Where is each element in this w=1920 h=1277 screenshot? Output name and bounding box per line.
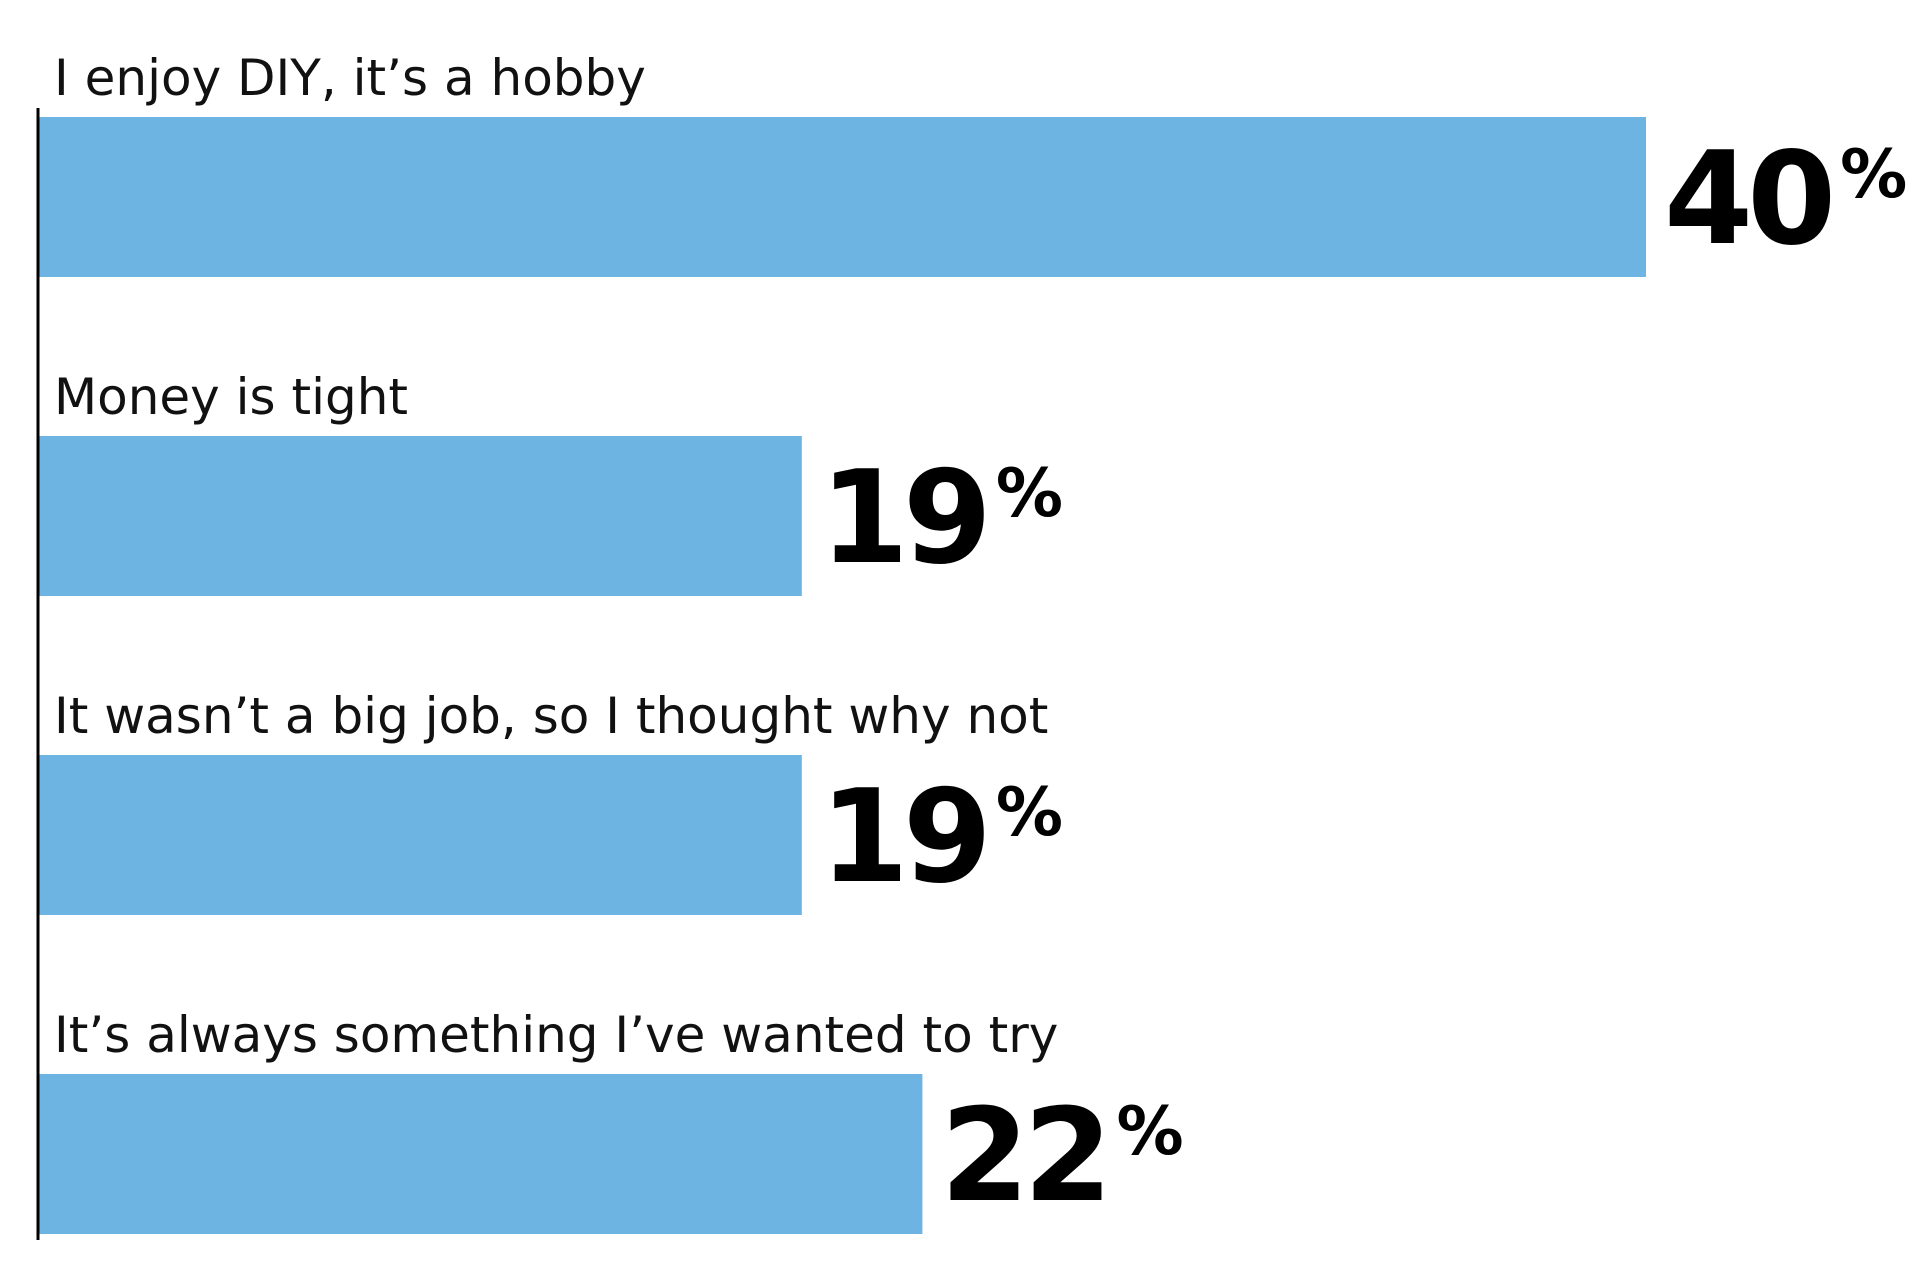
value-number: 22 bbox=[940, 1082, 1106, 1231]
value-percent-sign: % bbox=[1117, 1092, 1184, 1170]
category-label: It wasn’t a big job, so I thought why no… bbox=[54, 687, 1048, 745]
bar bbox=[38, 755, 802, 915]
value-percent-sign: % bbox=[996, 773, 1063, 851]
category-label: I enjoy DIY, it’s a hobby bbox=[54, 49, 646, 107]
value-number: 40 bbox=[1664, 125, 1830, 274]
bar bbox=[38, 1074, 923, 1234]
value-number: 19 bbox=[820, 444, 986, 593]
bars-layer: I enjoy DIY, it’s a hobby 40 % Money is tig… bbox=[38, 49, 1907, 1234]
bar bbox=[38, 436, 802, 596]
value-percent-sign: % bbox=[1840, 135, 1907, 213]
value-number: 19 bbox=[820, 763, 986, 912]
category-label: It’s always something I’ve wanted to try bbox=[54, 1006, 1058, 1064]
value-percent-sign: % bbox=[996, 454, 1063, 532]
value-label: 40% bbox=[1664, 125, 1907, 274]
value-label: 22% bbox=[940, 1082, 1183, 1231]
category-label: Money is tight bbox=[54, 368, 408, 426]
value-label: 19% bbox=[820, 763, 1063, 912]
value-label: 19% bbox=[820, 444, 1063, 593]
bar bbox=[38, 117, 1646, 277]
